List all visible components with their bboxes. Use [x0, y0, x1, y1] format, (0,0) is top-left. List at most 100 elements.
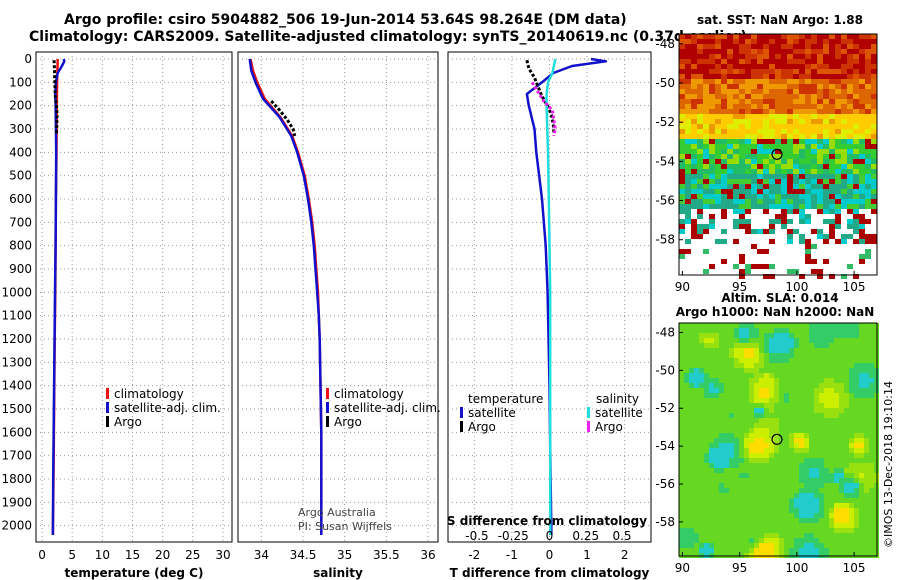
sla-cell: [774, 323, 779, 328]
sla-cell: [719, 483, 724, 488]
sla-cell: [809, 513, 814, 518]
sla-cell: [779, 373, 784, 378]
sla-cell: [849, 518, 854, 523]
sla-cell: [864, 423, 869, 428]
sst-cell: [739, 119, 745, 124]
sla-cell: [759, 368, 764, 373]
sla-cell: [799, 453, 804, 458]
sst-cell: [871, 149, 877, 154]
sla-cell: [724, 433, 729, 438]
sst-cell: [865, 104, 871, 109]
sst-cell: [691, 39, 697, 44]
sst-cell: [781, 174, 787, 179]
sst-cell: [799, 124, 805, 129]
sla-cell: [744, 338, 749, 343]
sst-cell: [805, 219, 811, 224]
sla-cell: [784, 548, 789, 553]
sst-cell: [781, 79, 787, 84]
sst-cell: [781, 179, 787, 184]
sla-cell: [809, 348, 814, 353]
sst-cell: [739, 179, 745, 184]
sla-cell: [839, 418, 844, 423]
sla-cell: [769, 463, 774, 468]
sst-cell: [697, 214, 703, 219]
sla-cell: [839, 528, 844, 533]
map-y-tick-label: -52: [655, 401, 675, 415]
sst-cell: [829, 104, 835, 109]
sla-cell: [864, 488, 869, 493]
sla-cell: [689, 488, 694, 493]
sla-cell: [734, 388, 739, 393]
sla-cell: [689, 518, 694, 523]
sst-cell: [781, 119, 787, 124]
sla-cell: [724, 543, 729, 548]
sla-cell: [724, 333, 729, 338]
sla-cell: [869, 518, 874, 523]
sst-cell: [871, 134, 877, 139]
map-y-tick-label: -48: [655, 325, 675, 339]
sla-cell: [859, 548, 864, 553]
sla-cell: [689, 328, 694, 333]
sla-cell: [779, 503, 784, 508]
sst-cell: [739, 134, 745, 139]
sla-cell: [849, 428, 854, 433]
sla-cell: [784, 408, 789, 413]
sst-cell: [799, 114, 805, 119]
sla-cell: [789, 368, 794, 373]
sla-cell: [869, 363, 874, 368]
sla-cell: [704, 503, 709, 508]
sla-cell: [859, 458, 864, 463]
sst-cell: [739, 189, 745, 194]
sla-cell: [834, 398, 839, 403]
sla-cell: [764, 453, 769, 458]
sst-cell: [805, 194, 811, 199]
sla-cell: [849, 458, 854, 463]
sla-cell: [804, 468, 809, 473]
sla-cell: [784, 483, 789, 488]
sla-cell: [769, 543, 774, 548]
sla-cell: [864, 448, 869, 453]
sla-cell: [804, 418, 809, 423]
sla-cell: [699, 503, 704, 508]
sla-cell: [789, 418, 794, 423]
sst-cell: [871, 34, 877, 39]
sla-cell: [729, 428, 734, 433]
sla-cell: [849, 548, 854, 553]
sla-cell: [694, 388, 699, 393]
sst-cell: [853, 199, 859, 204]
depth-tick-label: 1300: [1, 355, 32, 369]
sla-cell: [779, 468, 784, 473]
sst-cell: [763, 149, 769, 154]
x-tick-label: 34: [254, 548, 269, 562]
sst-cell: [781, 84, 787, 89]
sla-cell: [794, 478, 799, 483]
s-tick-label: 0.25: [572, 529, 599, 543]
sla-cell: [854, 408, 859, 413]
sla-cell: [869, 458, 874, 463]
sst-cell: [703, 94, 709, 99]
sla-cell: [779, 453, 784, 458]
sst-cell: [691, 54, 697, 59]
sla-cell: [684, 513, 689, 518]
sla-cell: [784, 488, 789, 493]
sla-cell: [829, 328, 834, 333]
sla-cell: [799, 428, 804, 433]
sla-cell: [764, 508, 769, 513]
sst-cell: [811, 49, 817, 54]
sst-cell: [709, 99, 715, 104]
sst-cell: [835, 69, 841, 74]
sla-cell: [829, 448, 834, 453]
sst-cell: [769, 159, 775, 164]
sst-cell: [763, 174, 769, 179]
sst-cell: [811, 129, 817, 134]
sla-cell: [809, 428, 814, 433]
sst-cell: [787, 219, 793, 224]
sst-cell: [769, 184, 775, 189]
sla-cell: [699, 528, 704, 533]
sla-cell: [684, 538, 689, 543]
sla-cell: [769, 343, 774, 348]
sla-cell: [684, 338, 689, 343]
sla-cell: [844, 373, 849, 378]
sst-cell: [859, 119, 865, 124]
sla-cell: [684, 453, 689, 458]
